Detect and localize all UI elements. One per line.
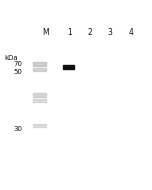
Bar — [33, 93, 46, 97]
Text: 50: 50 — [13, 69, 22, 75]
Text: M: M — [42, 28, 49, 37]
Text: kDa: kDa — [5, 55, 18, 61]
Text: 2: 2 — [87, 28, 92, 37]
Text: 3: 3 — [107, 28, 112, 37]
Text: 1: 1 — [67, 28, 72, 37]
Bar — [63, 65, 74, 69]
Bar — [33, 68, 46, 71]
Text: 70: 70 — [13, 61, 22, 67]
Text: 4: 4 — [128, 28, 133, 37]
Bar — [33, 99, 46, 102]
Bar — [33, 62, 46, 66]
Bar — [33, 124, 46, 127]
Text: 30: 30 — [13, 126, 22, 132]
